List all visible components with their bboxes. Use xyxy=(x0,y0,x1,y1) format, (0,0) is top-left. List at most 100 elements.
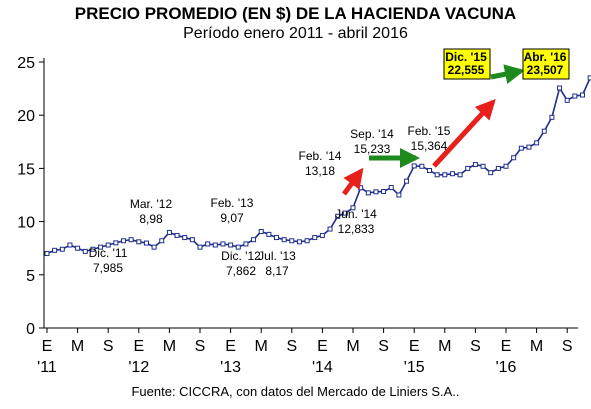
data-point xyxy=(82,248,88,254)
data-point xyxy=(228,242,234,248)
annotation-text: Sep. '14 xyxy=(350,127,394,141)
data-point xyxy=(136,239,142,245)
x-tick-label: M xyxy=(346,338,359,355)
data-point xyxy=(274,235,279,241)
arrow-up-2015 xyxy=(432,99,496,168)
data-point xyxy=(319,232,325,238)
arrow-up-2014 xyxy=(341,167,364,196)
data-point xyxy=(113,240,119,246)
x-tick-label: S xyxy=(286,338,297,355)
annotation-text: Abr. '16 xyxy=(524,50,567,64)
x-tick-label: E xyxy=(409,338,420,355)
data-point xyxy=(495,165,501,171)
annotation-value: 7,985 xyxy=(93,261,123,275)
data-point xyxy=(197,244,203,250)
data-point xyxy=(266,231,272,237)
data-point xyxy=(342,210,348,216)
annotation-text: Feb. '15 xyxy=(408,124,451,138)
data-point xyxy=(419,163,425,169)
data-point xyxy=(503,163,509,169)
data-point xyxy=(235,244,241,250)
annotation-label: Jul. '138,17 xyxy=(258,249,296,278)
annotation-value: 13,18 xyxy=(305,164,335,178)
data-point xyxy=(151,244,157,250)
chart-subtitle: Período enero 2011 - abril 2016 xyxy=(183,25,408,42)
data-point xyxy=(564,97,570,103)
data-point xyxy=(105,242,111,248)
data-point xyxy=(488,170,494,176)
annotation-text: Dic. '12 xyxy=(221,249,261,263)
annotation-value: 15,364 xyxy=(411,139,448,153)
x-year-label: '11 xyxy=(37,359,57,376)
data-point xyxy=(205,241,211,247)
data-point xyxy=(312,235,318,241)
data-point xyxy=(296,239,302,245)
data-point xyxy=(174,232,180,238)
data-point xyxy=(212,242,218,248)
data-point xyxy=(350,205,356,211)
arrow-flat-2016 xyxy=(490,64,525,84)
data-point xyxy=(281,237,287,243)
data-point xyxy=(587,75,591,81)
x-year-label: '13 xyxy=(220,359,241,376)
data-point xyxy=(166,229,172,235)
data-point xyxy=(327,226,333,232)
data-point xyxy=(580,92,585,98)
data-point xyxy=(67,242,73,248)
annotation-value: 22,555 xyxy=(448,63,485,77)
data-point xyxy=(258,228,264,234)
annotation-label: Mar. '128,98 xyxy=(130,197,173,226)
annotations: Dic. '117,985 Mar. '128,98 Feb. '139,07 Dic… xyxy=(89,48,570,278)
y-tick-label: 10 xyxy=(17,215,35,232)
y-tick-label: 5 xyxy=(26,268,35,285)
data-point xyxy=(557,85,563,91)
chart-title: PRECIO PROMEDIO (EN $) DE LA HACIENDA VA… xyxy=(74,4,517,23)
x-tick-label: E xyxy=(317,338,328,355)
data-point xyxy=(365,190,371,196)
series-price xyxy=(44,75,591,257)
data-point xyxy=(434,172,440,178)
x-tick-label: M xyxy=(530,338,543,355)
axes: 0 5 10 15 20 25 E M S E M S E M S E M S E M S E M S '11 '12 '13 '14… xyxy=(17,55,578,376)
data-point xyxy=(541,128,547,134)
data-point xyxy=(304,238,310,244)
annotation-text: Feb. '14 xyxy=(299,149,342,163)
x-tick-label: E xyxy=(225,338,236,355)
data-point xyxy=(143,240,149,246)
data-point xyxy=(480,163,486,169)
data-point xyxy=(472,162,478,168)
data-point xyxy=(572,93,578,99)
annotation-text: Dic. '15 xyxy=(445,50,487,64)
annotation-label: Dic. '127,862 xyxy=(221,249,261,278)
data-point xyxy=(121,238,126,244)
data-point xyxy=(243,241,249,247)
x-tick-label: S xyxy=(470,338,481,355)
data-point xyxy=(534,140,540,146)
data-point xyxy=(442,172,448,178)
data-point xyxy=(449,171,455,177)
data-point xyxy=(75,245,81,251)
x-tick-label: S xyxy=(103,338,114,355)
data-point xyxy=(189,237,195,243)
data-point xyxy=(381,188,387,194)
data-point xyxy=(52,247,58,253)
data-point xyxy=(128,237,134,243)
data-point xyxy=(98,244,104,250)
annotation-text: Dic. '11 xyxy=(89,246,128,260)
data-point xyxy=(59,246,65,252)
x-year-label: '14 xyxy=(312,359,333,376)
annotation-label: Feb. '139,07 xyxy=(211,196,254,225)
data-point xyxy=(388,185,394,191)
data-point xyxy=(251,237,257,243)
data-point xyxy=(427,168,432,174)
x-year-label: '12 xyxy=(128,359,149,376)
trend-arrows xyxy=(341,64,525,196)
annotation-value: 8,98 xyxy=(139,212,163,226)
annotation-text: Mar. '12 xyxy=(130,197,173,211)
data-point xyxy=(404,178,410,184)
data-point xyxy=(44,251,50,257)
